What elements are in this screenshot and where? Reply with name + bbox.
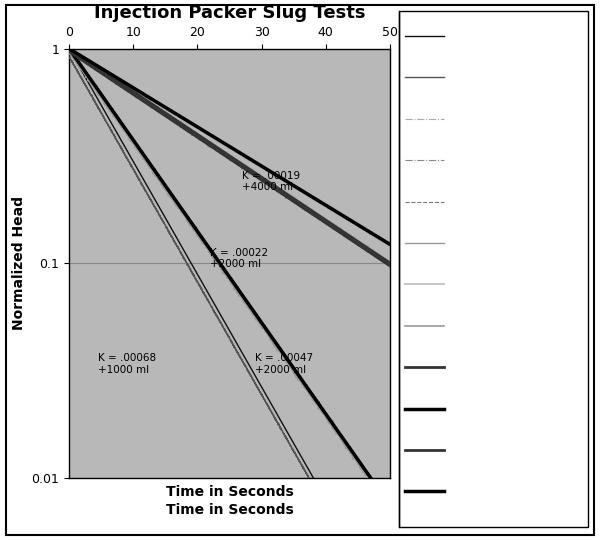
Text: K = .00019
+4000 ml: K = .00019 +4000 ml [242,171,301,192]
Text: Test #05: Test #05 [450,187,496,197]
Text: Test #06: Test #06 [450,312,496,321]
Text: Test #2: Test #2 [450,455,489,465]
Text: Time in Seconds: Time in Seconds [166,503,293,517]
Title: Injection Packer Slug Tests: Injection Packer Slug Tests [94,4,365,22]
Text: Test #12: Test #12 [450,373,496,383]
Text: K = .00068
+1000 ml: K = .00068 +1000 ml [98,354,156,375]
Text: 2000 ml: 2000 ml [450,207,493,217]
Text: Hvorslev Fit: Hvorslev Fit [450,477,511,487]
Text: Test #13: Test #13 [450,414,496,424]
Text: 4000 ml: 4000 ml [450,290,493,300]
Text: 2000 ml: 2000 ml [450,166,493,176]
Text: K = .00022
+2000 ml: K = .00022 +2000 ml [210,248,268,269]
Text: K = .00047
+2000 ml: K = .00047 +2000 ml [255,354,313,375]
Text: 4000 ml: 4000 ml [450,331,493,341]
Y-axis label: Normalized Head: Normalized Head [12,196,26,330]
Text: Test #12: Test #12 [450,105,496,114]
Text: Test #04: Test #04 [450,63,496,73]
Text: 1000 ml: 1000 ml [450,83,493,93]
Text: Hvorslev Fit: Hvorslev Fit [450,436,511,446]
Text: 1000 ml: 1000 ml [450,42,493,51]
Text: 1000 ml: 1000 ml [450,124,493,134]
Text: Test #03: Test #03 [450,270,496,280]
Text: Hvorslev Fit: Hvorslev Fit [450,353,511,363]
Text: Test #02: Test #02 [450,146,496,156]
X-axis label: Time in Seconds: Time in Seconds [166,485,293,499]
Text: Test #6: Test #6 [450,497,489,507]
Text: Test #13: Test #13 [450,229,496,239]
Text: Hvorslev Fit: Hvorslev Fit [450,394,511,404]
Text: 2000 ml: 2000 ml [450,248,493,259]
Text: Test #01: Test #01 [450,22,496,32]
